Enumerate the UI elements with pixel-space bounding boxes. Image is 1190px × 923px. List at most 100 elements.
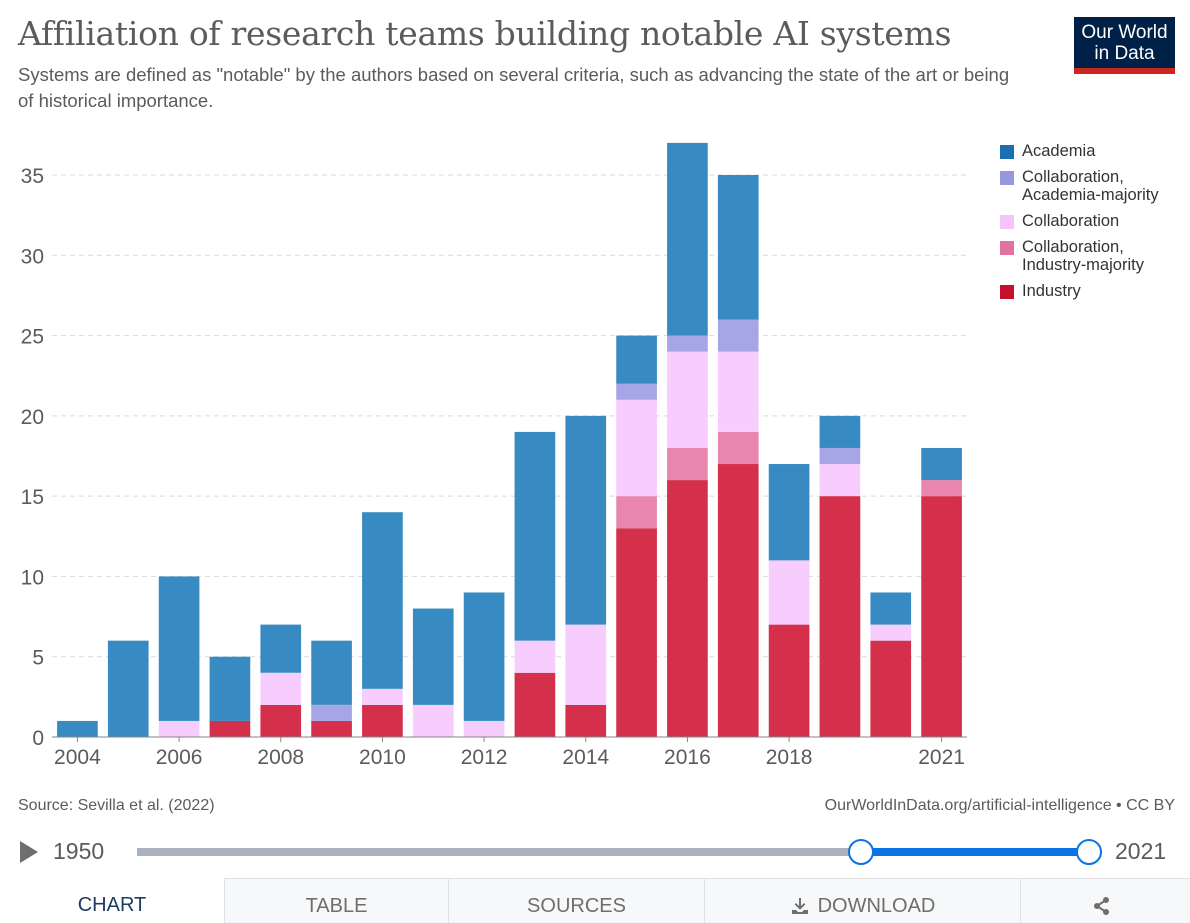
bar-segment-collaboration[interactable]	[412, 704, 454, 737]
bar-segment-industry[interactable]	[260, 704, 302, 737]
legend-swatch	[1000, 241, 1014, 255]
bar-stack-2015[interactable]	[616, 335, 657, 737]
tab-download[interactable]: DOWNLOAD	[704, 878, 1020, 923]
bar-segment-academia[interactable]	[311, 640, 352, 705]
play-icon[interactable]	[20, 841, 38, 863]
bar-segment-industry[interactable]	[362, 704, 403, 737]
x-tick-label: 2016	[664, 746, 711, 769]
bar-segment-academia[interactable]	[819, 415, 861, 448]
bar-stack-2007[interactable]	[209, 656, 251, 737]
legend-label: Collaboration, Industry-majority	[1022, 238, 1144, 274]
bar-segment-industry[interactable]	[311, 720, 352, 737]
chart-title: Affiliation of research teams building n…	[18, 14, 952, 53]
tab-share[interactable]	[1020, 878, 1190, 923]
owid-url-link[interactable]: OurWorldInData.org/artificial-intelligen…	[824, 797, 1175, 814]
x-axis-ticks: 2004 2006 2008 2010 2012 2014 2016 2018 2021	[54, 737, 965, 769]
bar-segment-industry[interactable]	[209, 720, 251, 737]
bar-segment-academia[interactable]	[870, 592, 912, 625]
bar-segment-academia[interactable]	[463, 592, 505, 721]
tab-sources[interactable]: SOURCES	[448, 878, 704, 923]
bar-segment-collaboration-industry-majority[interactable]	[717, 431, 759, 465]
bar-stack-2010[interactable]	[362, 512, 403, 737]
bar-segment-academia[interactable]	[717, 175, 759, 320]
bar-segment-academia[interactable]	[514, 431, 556, 641]
bar-segment-academia[interactable]	[158, 576, 200, 721]
bar-stack-2011[interactable]	[412, 608, 454, 737]
bar-stack-2018[interactable]	[768, 464, 810, 737]
legend-swatch	[1000, 171, 1014, 185]
bar-segment-academia[interactable]	[412, 608, 454, 705]
bar-segment-academia[interactable]	[667, 142, 708, 336]
bar-segment-collaboration-academia-majority[interactable]	[667, 335, 708, 352]
legend-item-academia[interactable]: Academia	[1000, 142, 1159, 160]
bar-segment-collaboration[interactable]	[717, 351, 759, 432]
bar-stack-2020[interactable]	[870, 592, 912, 737]
bar-segment-collaboration-industry-majority[interactable]	[921, 480, 962, 497]
bar-segment-academia[interactable]	[565, 415, 607, 625]
bar-segment-industry[interactable]	[768, 624, 810, 737]
timeline-start-handle[interactable]	[848, 839, 875, 865]
bar-segment-academia[interactable]	[260, 624, 302, 673]
bar-stack-2019[interactable]	[819, 415, 861, 737]
bar-segment-collaboration[interactable]	[870, 624, 912, 641]
bar-segment-collaboration[interactable]	[514, 640, 556, 673]
x-tick-label: 2021	[918, 746, 965, 769]
bar-segment-academia[interactable]	[209, 656, 251, 721]
bar-segment-collaboration[interactable]	[362, 688, 403, 705]
bar-segment-academia[interactable]	[362, 512, 403, 689]
bar-segment-industry[interactable]	[565, 704, 607, 737]
bar-segment-collaboration-industry-majority[interactable]	[667, 447, 708, 481]
x-tick-label: 2010	[359, 746, 406, 769]
bar-segment-collaboration-academia-majority[interactable]	[311, 704, 352, 721]
bar-segment-industry[interactable]	[514, 672, 556, 737]
bar-stack-2017[interactable]	[717, 175, 759, 737]
bar-segment-collaboration[interactable]	[616, 399, 657, 497]
bar-segment-collaboration[interactable]	[260, 672, 302, 705]
bar-segment-collaboration-academia-majority[interactable]	[616, 383, 657, 400]
bar-segment-collaboration-industry-majority[interactable]	[616, 496, 657, 529]
tab-chart[interactable]: CHART	[0, 878, 224, 923]
y-tick-label: 5	[32, 647, 44, 670]
legend-item-collab-academia-majority[interactable]: Collaboration, Academia-majority	[1000, 168, 1159, 204]
bar-segment-industry[interactable]	[616, 528, 657, 737]
bar-segment-industry[interactable]	[667, 480, 708, 737]
owid-logo[interactable]: Our World in Data	[1074, 17, 1175, 74]
bar-segment-industry[interactable]	[717, 464, 759, 737]
y-tick-label: 30	[21, 245, 44, 268]
bar-stack-2016[interactable]	[667, 142, 708, 737]
bar-segment-industry[interactable]	[870, 640, 912, 737]
bar-segment-collaboration[interactable]	[819, 464, 861, 497]
bar-stack-2013[interactable]	[514, 431, 556, 737]
legend-item-collaboration[interactable]: Collaboration	[1000, 212, 1159, 230]
bar-segment-collaboration[interactable]	[463, 720, 505, 737]
bar-stack-2008[interactable]	[260, 624, 302, 737]
bar-stack-2012[interactable]	[463, 592, 505, 737]
bar-segment-collaboration-academia-majority[interactable]	[717, 319, 759, 352]
legend-item-collab-industry-majority[interactable]: Collaboration, Industry-majority	[1000, 238, 1159, 274]
bar-stack-2021[interactable]	[921, 447, 962, 737]
bar-segment-collaboration[interactable]	[768, 560, 810, 625]
bar-stack-2004[interactable]	[57, 720, 98, 737]
bar-segment-collaboration[interactable]	[565, 624, 607, 705]
bar-segment-academia[interactable]	[57, 720, 98, 737]
bar-stack-2014[interactable]	[565, 415, 607, 737]
bar-segment-collaboration-academia-majority[interactable]	[819, 447, 861, 465]
bar-segment-academia[interactable]	[616, 335, 657, 384]
bar-stack-2005[interactable]	[107, 640, 149, 737]
bar-segment-industry[interactable]	[819, 496, 861, 737]
legend-item-industry[interactable]: Industry	[1000, 282, 1159, 300]
bar-stack-2006[interactable]	[158, 576, 200, 737]
bar-stack-2009[interactable]	[311, 640, 352, 737]
bars	[57, 142, 962, 737]
bar-segment-academia[interactable]	[921, 447, 962, 481]
bar-segment-academia[interactable]	[768, 464, 810, 561]
source-link[interactable]: Source: Sevilla et al. (2022)	[18, 797, 215, 814]
tab-table[interactable]: TABLE	[224, 878, 448, 923]
bar-segment-academia[interactable]	[107, 640, 149, 737]
bar-segment-collaboration[interactable]	[158, 720, 200, 737]
timeline-track[interactable]	[137, 848, 1089, 856]
legend-label: Collaboration, Academia-majority	[1022, 168, 1159, 204]
bar-segment-collaboration[interactable]	[667, 351, 708, 448]
timeline-end-handle[interactable]	[1076, 839, 1102, 865]
bar-segment-industry[interactable]	[921, 496, 962, 737]
